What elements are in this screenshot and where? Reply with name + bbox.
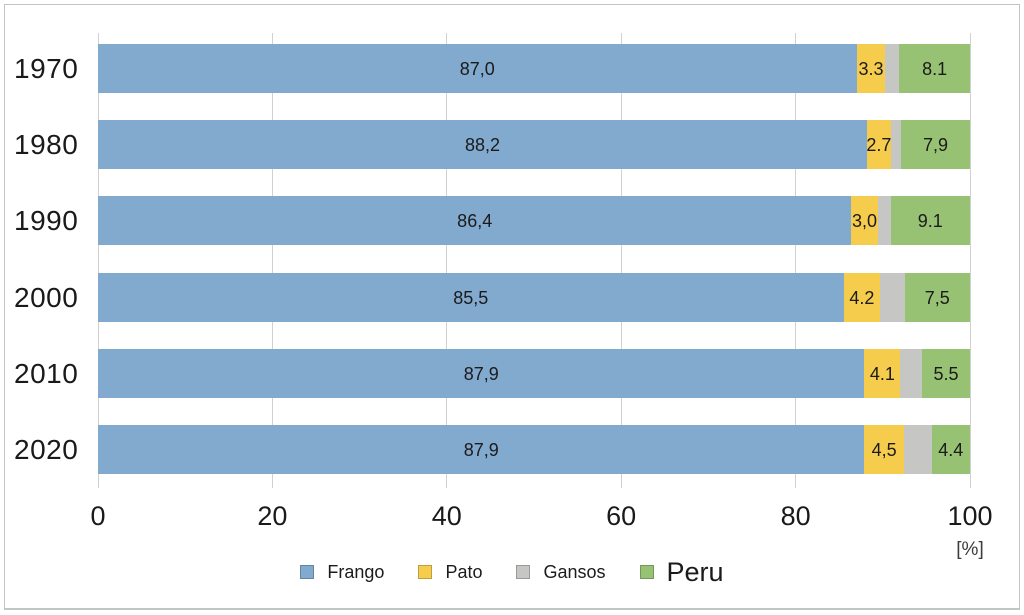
legend-label-pato: Pato — [445, 562, 483, 582]
bar-segment-frango-2020: 87,9 — [98, 425, 865, 474]
legend-item-pato: Pato — [418, 563, 482, 581]
bar-segment-gansos-1980 — [890, 120, 902, 169]
category-label-1990: 1990 — [14, 204, 79, 236]
legend-item-gansos: Gansos — [516, 562, 606, 582]
bar-segment-frango-2010: 87,9 — [98, 349, 865, 398]
bar-row-2010: 2010 87,9 4.1 5.5 — [14, 349, 970, 398]
category-label-2000: 2000 — [14, 281, 79, 313]
x-tick-label-20: 20 — [257, 501, 288, 531]
bar-segment-pato-1980: 2.7 — [866, 120, 892, 169]
bar-segment-gansos-2020 — [903, 425, 932, 474]
value-label-peru-2000: 7,5 — [924, 287, 950, 308]
value-label-peru-2010: 5.5 — [933, 363, 959, 384]
x-tick-label-60: 60 — [606, 501, 637, 531]
bar-segment-frango-2000: 85,5 — [98, 273, 844, 322]
gridline-40 — [446, 33, 448, 488]
gridline-0 — [97, 33, 99, 488]
bar-segment-peru-2010: 5.5 — [922, 349, 970, 398]
bar-row-1970: 1970 87,0 3.3 8.1 — [14, 44, 970, 93]
value-label-pato-1990: 3,0 — [851, 210, 877, 231]
category-label-1970: 1970 — [14, 52, 79, 84]
bar-segment-pato-2020: 4,5 — [864, 425, 904, 474]
bar-row-2020: 2020 87,9 4,5 4.4 — [14, 425, 970, 474]
bar-segment-frango-1980: 88,2 — [98, 120, 868, 169]
bar-segment-gansos-2010 — [900, 349, 923, 398]
legend-label-peru: Peru — [666, 556, 724, 587]
value-label-peru-1990: 9.1 — [917, 210, 943, 231]
bar-segment-pato-2000: 4.2 — [843, 273, 881, 322]
bar-segment-frango-1970: 87,0 — [98, 44, 857, 93]
gridline-100 — [969, 33, 971, 488]
bar-segment-pato-2010: 4.1 — [864, 349, 901, 398]
legend-swatch-frango — [300, 565, 315, 579]
plot-area: 1970 87,0 3.3 8.1 1980 88,2 2.7 7,9 1990 86,4 3,0 9… — [14, 33, 993, 559]
legend-item-frango: Frango — [300, 563, 384, 581]
value-label-frango-2010: 87,9 — [463, 363, 499, 384]
gridline-20 — [271, 33, 273, 488]
legend: Frango Pato Gansos Peru — [0, 552, 1024, 592]
bar-segment-gansos-2000 — [880, 273, 905, 322]
bar-segment-peru-2000: 7,5 — [904, 273, 970, 322]
legend-swatch-pato — [418, 565, 433, 579]
category-label-1980: 1980 — [14, 128, 79, 160]
bar-segment-gansos-1970 — [885, 44, 900, 93]
bar-row-1990: 1990 86,4 3,0 9.1 — [14, 196, 970, 245]
legend-item-peru: Peru — [639, 556, 724, 587]
value-label-pato-2020: 4,5 — [871, 439, 897, 460]
value-label-pato-2010: 4.1 — [869, 363, 895, 384]
value-label-frango-1980: 88,2 — [465, 134, 501, 155]
bar-segment-peru-2020: 4.4 — [931, 425, 970, 474]
legend-swatch-peru — [639, 565, 654, 579]
bar-segment-peru-1980: 7,9 — [901, 120, 970, 169]
axis-unit-label: [%] — [956, 539, 984, 560]
value-label-pato-2000: 4.2 — [849, 287, 875, 308]
value-label-frango-2000: 85,5 — [453, 287, 489, 308]
legend-swatch-gansos — [516, 565, 531, 579]
value-label-pato-1980: 2.7 — [866, 134, 892, 155]
legend-label-gansos: Gansos — [543, 562, 606, 582]
x-tick-label-80: 80 — [780, 501, 811, 531]
bar-row-2000: 2000 85,5 4.2 7,5 — [14, 273, 970, 322]
bar-segment-frango-1990: 86,4 — [98, 196, 852, 245]
bar-segment-pato-1990: 3,0 — [851, 196, 878, 245]
category-label-2020: 2020 — [14, 433, 79, 465]
value-label-peru-2020: 4.4 — [938, 439, 964, 460]
category-label-2010: 2010 — [14, 357, 79, 389]
value-label-frango-1970: 87,0 — [459, 58, 495, 79]
value-label-pato-1970: 3.3 — [858, 58, 884, 79]
bar-segment-peru-1990: 9.1 — [890, 196, 970, 245]
bar-segment-pato-1970: 3.3 — [856, 44, 886, 93]
value-label-frango-1990: 86,4 — [457, 210, 493, 231]
bar-segment-gansos-1990 — [877, 196, 891, 245]
value-label-peru-1970: 8.1 — [922, 58, 948, 79]
bar-row-1980: 1980 88,2 2.7 7,9 — [14, 120, 970, 169]
gridline-80 — [795, 33, 797, 488]
bar-segment-peru-1970: 8.1 — [899, 44, 970, 93]
x-tick-label-0: 0 — [90, 501, 106, 531]
x-tick-label-40: 40 — [431, 501, 462, 531]
value-label-peru-1980: 7,9 — [923, 134, 949, 155]
legend-label-frango: Frango — [327, 562, 385, 582]
gridline-60 — [620, 33, 622, 488]
value-label-frango-2020: 87,9 — [463, 439, 499, 460]
x-tick-label-100: 100 — [947, 501, 993, 531]
